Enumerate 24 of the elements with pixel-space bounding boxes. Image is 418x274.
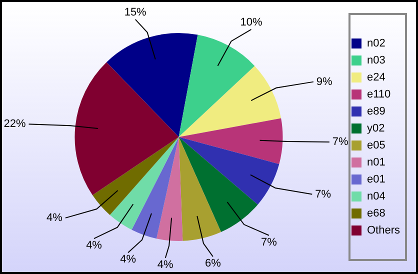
legend-label: Others	[366, 224, 400, 237]
data-label: 4%	[46, 212, 63, 224]
legend-label: y02	[366, 122, 385, 135]
data-label: 7%	[332, 136, 349, 148]
legend-label: e01	[366, 174, 386, 186]
data-label: 4%	[86, 240, 102, 252]
legend-label: e89	[366, 106, 386, 118]
legend-label: n02	[366, 38, 386, 50]
data-label: 4%	[120, 254, 136, 266]
data-label: 15%	[124, 6, 147, 19]
data-label: 7%	[315, 188, 332, 200]
data-label: 22%	[4, 118, 26, 130]
data-label: 7%	[260, 236, 278, 248]
legend-label: e05	[366, 140, 386, 152]
data-label: 10%	[240, 16, 262, 28]
data-label: 6%	[204, 258, 222, 270]
legend-label: e68	[366, 208, 386, 220]
legend-label: e110	[366, 88, 391, 101]
data-label: 9%	[316, 76, 333, 88]
legend-label: n01	[366, 156, 386, 169]
legend-label: e24	[366, 72, 386, 84]
legend-label: n03	[366, 54, 386, 67]
data-label: 4%	[157, 259, 174, 272]
legend-label: n04	[366, 190, 386, 203]
